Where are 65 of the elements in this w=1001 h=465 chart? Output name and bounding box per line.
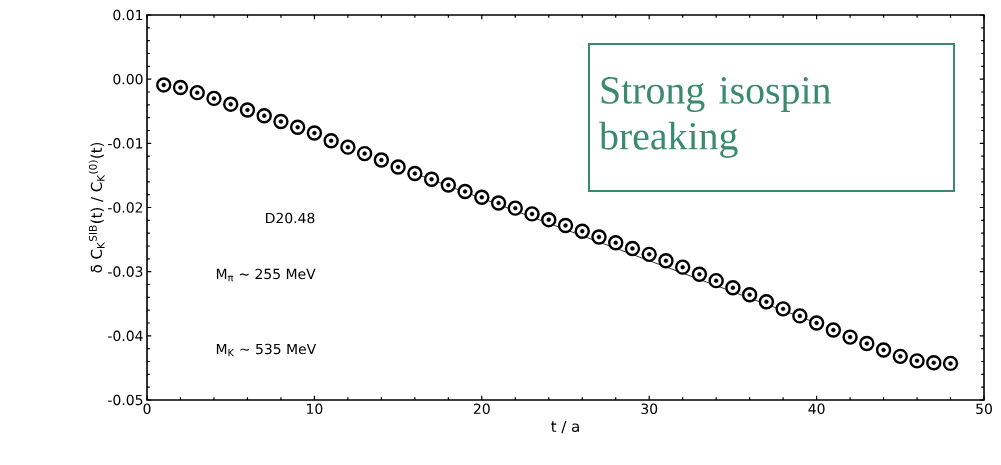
point — [440, 177, 457, 193]
point — [323, 133, 339, 149]
point — [457, 183, 473, 200]
x-tick-label: 40 — [808, 403, 825, 415]
point — [909, 353, 925, 369]
point — [624, 240, 641, 257]
point — [474, 189, 490, 205]
point — [189, 84, 205, 101]
y-tick-label: -0.04 — [108, 330, 143, 342]
x-tick-label: 50 — [976, 403, 992, 415]
annotation: M$_{K}$ ~ 535 MeV — [216, 343, 317, 357]
y-tick-label: 0.01 — [113, 9, 143, 21]
point — [373, 152, 390, 168]
x-tick-label: 0 — [143, 403, 151, 415]
point — [557, 217, 574, 234]
point — [289, 119, 306, 135]
point — [708, 272, 724, 289]
point — [423, 171, 440, 187]
annotation: M$_{π}$ ~ 255 MeV — [216, 268, 316, 282]
point — [541, 211, 557, 228]
y-axis-title: δ C$_{K}$$^{SIB}$(t) / C$_{K}$$^{(0)}$(t) — [88, 142, 105, 273]
y-tick-label: -0.05 — [108, 394, 143, 406]
point — [591, 229, 607, 245]
x-tick-label: 10 — [307, 403, 323, 415]
point — [608, 235, 624, 251]
point — [273, 113, 289, 130]
y-tick-label: -0.03 — [108, 266, 143, 277]
point — [691, 266, 708, 282]
x-tick-label: 20 — [473, 403, 490, 415]
point — [172, 79, 189, 96]
point — [340, 139, 356, 155]
point — [524, 206, 540, 222]
y-tick-label: 0.00 — [113, 73, 143, 85]
x-axis-title: t / a — [551, 420, 579, 434]
point — [758, 294, 775, 310]
point — [842, 329, 858, 345]
point — [658, 253, 674, 269]
point — [725, 280, 741, 296]
point — [156, 77, 172, 93]
point — [507, 200, 523, 216]
point — [926, 355, 942, 371]
point — [892, 348, 908, 365]
point — [206, 90, 222, 107]
point — [239, 102, 256, 118]
point — [256, 108, 272, 124]
point — [792, 308, 808, 324]
point — [741, 287, 758, 303]
point — [641, 246, 657, 263]
point — [490, 195, 507, 211]
point — [574, 223, 590, 239]
point — [306, 125, 323, 141]
y-tick-label: -0.01 — [108, 138, 143, 149]
point — [859, 335, 875, 352]
point — [223, 96, 239, 112]
y-tick-label: -0.02 — [108, 202, 143, 213]
point — [674, 259, 691, 275]
point — [942, 355, 959, 372]
point — [390, 159, 406, 175]
annotation: D20.48 — [266, 212, 315, 224]
point — [356, 145, 373, 162]
annotation: Strong isospin breaking — [599, 77, 831, 158]
point — [875, 342, 892, 358]
point — [825, 322, 842, 338]
point — [775, 301, 791, 317]
x-tick-label: 30 — [641, 403, 658, 415]
